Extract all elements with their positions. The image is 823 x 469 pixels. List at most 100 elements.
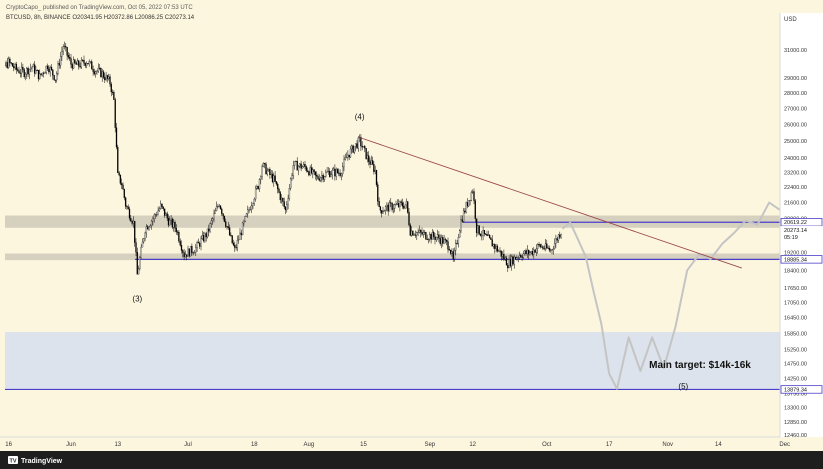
candle-body xyxy=(192,252,194,254)
candle-body xyxy=(113,92,115,100)
price-tag-text: 05:19 xyxy=(784,235,798,241)
candle-body xyxy=(439,238,441,244)
candle-body xyxy=(516,257,518,260)
time-axis[interactable] xyxy=(0,437,823,451)
candle-body xyxy=(13,66,15,69)
candle-body xyxy=(221,208,223,214)
candle-body xyxy=(80,59,83,68)
candle-body xyxy=(500,250,502,257)
candle-body xyxy=(278,188,280,193)
candle-body xyxy=(366,155,369,160)
candle-body xyxy=(479,233,482,236)
candle-body xyxy=(217,206,219,207)
candle-body xyxy=(507,265,509,269)
time-axis-tick: 14 xyxy=(715,442,722,448)
time-axis-tick: Sep xyxy=(424,442,435,448)
candle-body xyxy=(197,241,200,244)
candle-body xyxy=(312,169,314,174)
candle-body xyxy=(62,46,64,52)
candle-body xyxy=(547,247,549,249)
candle-body xyxy=(377,184,379,202)
price-axis-tick: 16450.00 xyxy=(784,316,807,322)
candle-body xyxy=(509,259,512,267)
candle-body xyxy=(284,206,287,211)
candle-body xyxy=(209,223,211,232)
candle-body xyxy=(478,225,480,235)
candle-body xyxy=(46,65,49,70)
candle-body xyxy=(214,210,216,214)
candle-body xyxy=(201,235,203,240)
candle-body xyxy=(338,172,340,174)
candle-body xyxy=(514,256,517,260)
candle-body xyxy=(87,63,89,65)
candle-body xyxy=(546,243,548,249)
candle-body xyxy=(329,171,331,177)
candle-body xyxy=(429,234,431,240)
candle-body xyxy=(115,127,118,148)
candle-body xyxy=(33,64,36,74)
candle-body xyxy=(238,239,240,241)
candle-body xyxy=(474,200,476,219)
candle-body xyxy=(381,210,383,214)
candle-body xyxy=(335,169,337,177)
candle-body xyxy=(292,165,294,176)
candle-body xyxy=(148,226,150,230)
candle-body xyxy=(508,259,510,269)
candle-body xyxy=(394,204,396,209)
candle-body xyxy=(525,250,527,255)
candle-body xyxy=(191,246,193,253)
candle-body xyxy=(57,63,59,74)
candle-body xyxy=(492,244,495,247)
candle-body xyxy=(274,175,276,182)
candle-body xyxy=(538,244,540,246)
candle-body xyxy=(219,205,222,210)
candle-body xyxy=(495,245,497,249)
candle-body xyxy=(108,76,110,79)
candle-body xyxy=(130,218,132,222)
candle-body xyxy=(182,250,184,253)
candle-body xyxy=(184,254,187,258)
candle-body xyxy=(529,252,531,255)
candle-body xyxy=(275,181,278,185)
candle-body xyxy=(464,210,466,213)
candle-body xyxy=(266,170,268,175)
candle-body xyxy=(362,146,365,148)
levels-layer xyxy=(5,221,780,391)
candle-body xyxy=(400,201,402,203)
candle-body xyxy=(340,173,343,176)
candle-body xyxy=(187,248,189,257)
candle-body xyxy=(163,208,166,216)
candle-body xyxy=(457,237,460,244)
candle-body xyxy=(299,163,301,167)
candle-body xyxy=(271,173,274,183)
candle-body xyxy=(176,231,179,233)
candle-body xyxy=(365,148,367,160)
candle-body xyxy=(91,61,93,70)
candle-body xyxy=(542,246,544,249)
candle-body xyxy=(270,173,272,175)
candle-body xyxy=(30,67,32,70)
candle-body xyxy=(121,183,123,186)
candle-body xyxy=(360,136,362,147)
price-axis-tick: 23200.00 xyxy=(784,170,807,176)
candle-body xyxy=(483,229,486,235)
candle-body xyxy=(327,171,330,172)
candle-body xyxy=(399,201,401,207)
candle-body xyxy=(553,243,556,250)
candle-body xyxy=(183,252,185,258)
candle-body xyxy=(352,145,354,153)
candle-body xyxy=(459,230,461,238)
price-tag-text: 13879.34 xyxy=(784,387,807,393)
time-axis-tick: Nov xyxy=(662,442,673,448)
candle-body xyxy=(370,160,372,165)
candle-body xyxy=(189,246,192,257)
plot-area[interactable]: (3) (4) (5) Main target: $14k-16k xyxy=(0,41,804,391)
candle-body xyxy=(28,68,31,75)
candle-body xyxy=(58,63,60,66)
candle-body xyxy=(160,203,162,209)
candle-body xyxy=(153,214,155,220)
candle-body xyxy=(269,169,271,175)
time-axis-tick: 15 xyxy=(360,442,367,448)
candle-body xyxy=(524,250,526,254)
candle-body xyxy=(40,73,42,75)
